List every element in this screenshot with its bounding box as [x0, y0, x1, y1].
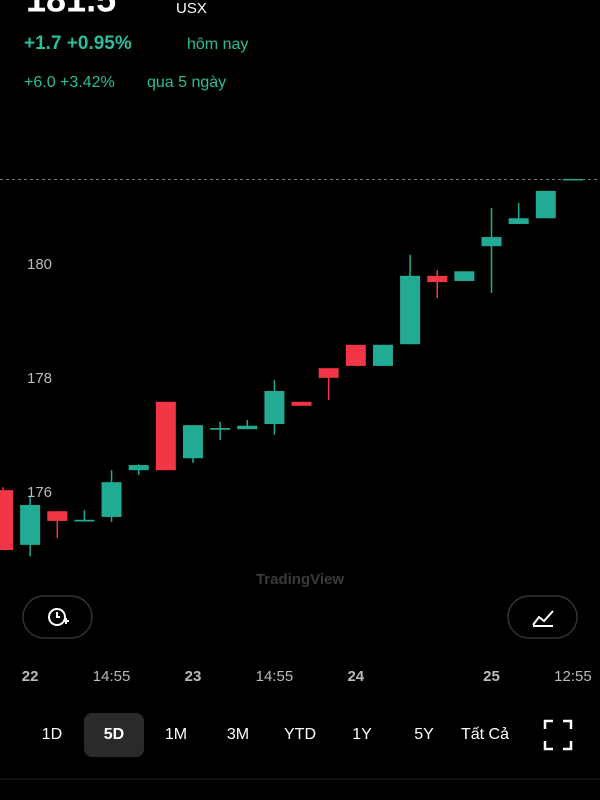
- tab[interactable]: Tất Cả: [461, 726, 509, 743]
- tab[interactable]: 5Y: [414, 726, 434, 743]
- x-tick-label: 12:55: [554, 668, 592, 685]
- tab[interactable]: 1M: [165, 726, 187, 743]
- candle-body: [318, 368, 339, 378]
- change-today: +1.7 +0.95%: [24, 33, 132, 54]
- candle-body: [345, 344, 366, 366]
- x-tick-label: 25: [483, 668, 500, 685]
- y-tick-label: 178: [27, 370, 52, 387]
- today-label: hôm nay: [187, 36, 248, 53]
- x-tick-label: 14:55: [256, 668, 294, 685]
- candle-body: [508, 218, 529, 224]
- candle-body: [101, 482, 122, 517]
- candle-body: [128, 465, 149, 471]
- tab[interactable]: 1Y: [352, 726, 372, 743]
- x-tick-label: 24: [347, 668, 364, 685]
- tab[interactable]: 1D: [42, 726, 62, 743]
- candle-body: [210, 428, 231, 430]
- candle-body: [481, 237, 502, 247]
- y-tick-label: 180: [27, 256, 52, 273]
- candle-body: [74, 519, 95, 522]
- candle-body: [427, 275, 448, 283]
- candle-body: [291, 401, 312, 406]
- candle-body: [562, 178, 583, 181]
- price: 181.5: [26, 0, 116, 20]
- candle-body: [400, 275, 421, 345]
- change-5d: +6.0 +3.42%: [24, 74, 115, 91]
- candle-body: [372, 344, 393, 366]
- tab[interactable]: YTD: [284, 726, 316, 743]
- x-tick-label: 14:55: [93, 668, 131, 685]
- currency: USX: [176, 0, 207, 17]
- candle-body: [20, 504, 41, 545]
- candle-body: [47, 511, 68, 521]
- candle-body: [237, 425, 258, 430]
- candle-body: [454, 271, 475, 281]
- indicator-button[interactable]: [507, 595, 578, 639]
- candle-body: [535, 190, 556, 219]
- alert-button[interactable]: [22, 595, 93, 639]
- candle-body: [182, 425, 203, 459]
- candle-body: [0, 490, 13, 550]
- candle-body: [264, 390, 285, 425]
- fullscreen-button[interactable]: [543, 719, 573, 751]
- tab-bar: 1D 5D 1M 3M YTD 1Y 5Y Tất Cả: [42, 713, 509, 757]
- x-tick-label: 23: [185, 668, 202, 685]
- x-tick-label: 22: [22, 668, 39, 685]
- y-tick-label: 176: [27, 484, 52, 501]
- tab[interactable]: 5D: [104, 726, 124, 743]
- tab-highlight: [84, 713, 144, 757]
- five-day-label: qua 5 ngày: [147, 74, 226, 91]
- candle-body: [155, 401, 176, 471]
- watermark: TradingView: [256, 571, 344, 588]
- tab[interactable]: 3M: [227, 726, 249, 743]
